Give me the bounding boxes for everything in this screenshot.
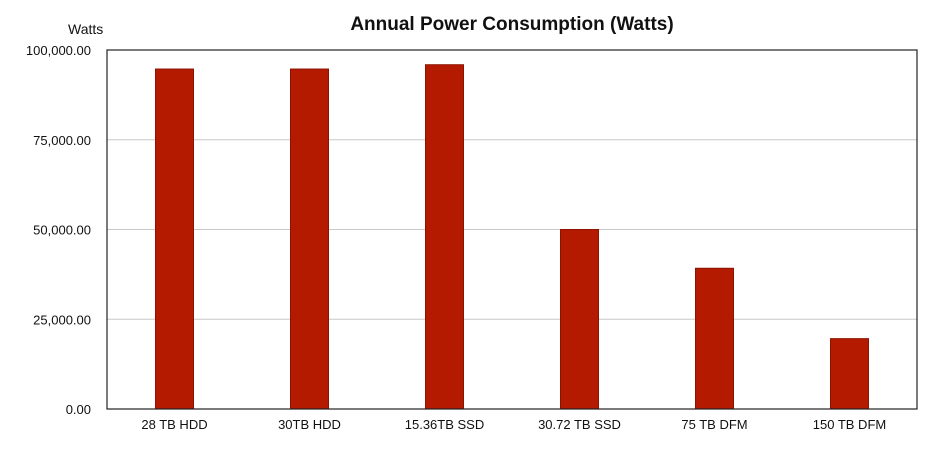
bar <box>695 267 734 410</box>
bar <box>290 68 329 410</box>
bar <box>155 68 194 410</box>
y-tick-label: 25,000.00 <box>33 312 91 327</box>
x-tick-label: 15.36TB SSD <box>405 417 485 432</box>
gridlines <box>107 139 917 320</box>
x-tick-label: 75 TB DFM <box>681 417 747 432</box>
x-tick-label: 28 TB HDD <box>141 417 207 432</box>
y-tick-label: 50,000.00 <box>33 223 91 238</box>
y-tick-label: 100,000.00 <box>26 43 91 58</box>
x-tick-label: 150 TB DFM <box>813 417 886 432</box>
bar <box>425 64 464 410</box>
y-tick-label: 0.00 <box>66 402 91 417</box>
x-tick-label: 30.72 TB SSD <box>538 417 621 432</box>
x-tick-label: 30TB HDD <box>278 417 341 432</box>
bars <box>155 64 869 410</box>
y-tick-labels: 0.00 25,000.00 50,000.00 75,000.00 100,000.0… <box>26 43 91 417</box>
chart-title: Annual Power Consumption (Watts) <box>350 14 673 35</box>
y-tick-label: 75,000.00 <box>33 133 91 148</box>
plot-frame <box>106 49 918 410</box>
bar <box>830 338 869 410</box>
y-axis-label: Watts <box>68 21 103 37</box>
bar <box>560 229 599 410</box>
x-tick-labels: 28 TB HDD 30TB HDD 15.36TB SSD 30.72 TB SSD… <box>141 417 886 432</box>
